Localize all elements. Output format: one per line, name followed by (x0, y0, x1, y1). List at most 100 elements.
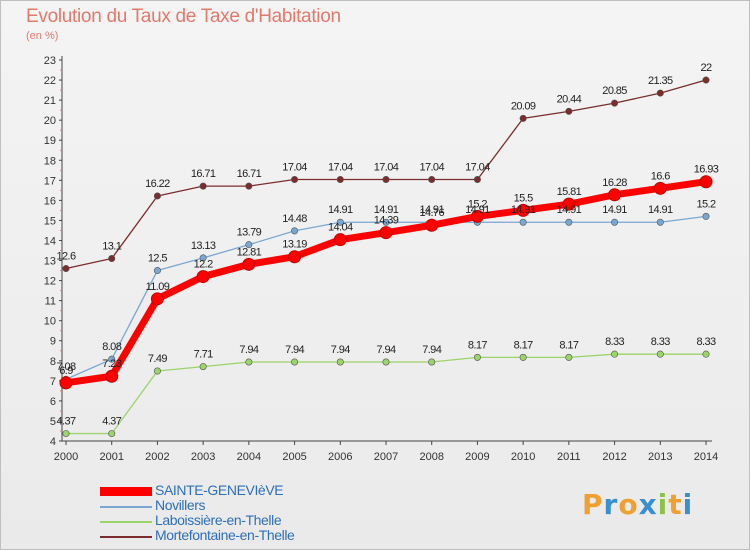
series-point (611, 99, 619, 107)
data-label: 8.33 (651, 336, 670, 348)
data-label: 14.91 (419, 204, 444, 216)
y-tick-label: 4 (50, 436, 56, 448)
y-tick-label: 22 (44, 75, 56, 87)
data-label: 12.5 (148, 253, 167, 265)
y-tick-label: 15 (44, 215, 56, 227)
series-point (336, 218, 344, 226)
data-label: 12.81 (237, 246, 262, 258)
data-label: 12.6 (56, 251, 75, 263)
y-tick-label: 18 (44, 155, 56, 167)
legend-label: SAINTE-GENEVIèVE (155, 482, 284, 498)
data-label: 16.28 (602, 177, 627, 189)
x-tick-label: 2006 (328, 451, 352, 463)
series-line-2 (65, 353, 707, 435)
series-point (245, 241, 253, 249)
legend-swatch (100, 521, 152, 523)
series-point (196, 270, 210, 284)
series-point (333, 233, 347, 247)
logo-letter: x (638, 488, 658, 521)
series-point (336, 358, 344, 366)
series-point (245, 358, 253, 366)
series-point (699, 175, 713, 189)
data-label: 14.48 (282, 213, 307, 225)
data-label: 21.35 (648, 75, 673, 87)
series-point (608, 188, 622, 202)
data-label: 16.6 (651, 170, 670, 182)
series-point (473, 176, 481, 184)
data-label: 20.09 (511, 100, 536, 112)
data-label: 7.49 (148, 353, 167, 365)
series-point (291, 358, 299, 366)
series-point (153, 267, 161, 275)
series-point (108, 255, 116, 263)
series-point (382, 358, 390, 366)
series-point (153, 192, 161, 200)
series-point (108, 355, 116, 363)
proxiti-logo: Proxiti (582, 488, 693, 521)
series-point (62, 430, 70, 438)
series-point (470, 209, 484, 223)
series-point (153, 367, 161, 375)
data-label: 14.91 (602, 204, 627, 216)
data-label: 14.91 (374, 204, 399, 216)
y-tick-label: 6 (50, 396, 56, 408)
data-label: 16.71 (237, 168, 262, 180)
series-point (519, 353, 527, 361)
logo-letter: P (582, 488, 604, 521)
x-tick-label: 2013 (648, 451, 672, 463)
legend-swatch (100, 536, 152, 538)
data-label: 20.85 (602, 85, 627, 97)
data-label: 4.37 (102, 416, 121, 428)
data-label: 8.33 (696, 336, 715, 348)
y-tick-label: 5 (50, 416, 56, 428)
legend-label: Mortefontaine-en-Thelle (155, 527, 295, 543)
data-label: 7.71 (194, 349, 213, 361)
data-label: 17.04 (419, 162, 444, 174)
data-label: 14.91 (648, 204, 673, 216)
series-point (382, 218, 390, 226)
series-point (565, 218, 573, 226)
series-point (62, 265, 70, 273)
series-point (656, 89, 664, 97)
series-point (428, 358, 436, 366)
data-label: 8.33 (605, 336, 624, 348)
chart-title: Evolution du Taux de Taxe d'Habitation (26, 6, 341, 27)
series-point (199, 254, 207, 262)
series-point (565, 107, 573, 115)
series-point (519, 114, 527, 122)
series-point (288, 250, 302, 264)
data-label: 7.94 (422, 344, 441, 356)
x-tick-label: 2002 (145, 451, 169, 463)
series-point (108, 430, 116, 438)
data-label: 14.91 (328, 204, 353, 216)
series-point (656, 218, 664, 226)
series-point (242, 257, 256, 271)
series-point (379, 226, 393, 240)
series-point (653, 181, 667, 195)
series-point (382, 176, 390, 184)
series-point (59, 376, 73, 390)
data-label: 8.17 (468, 339, 487, 351)
data-label: 13.13 (191, 240, 216, 252)
series-point (516, 203, 530, 217)
data-label: 7.94 (331, 344, 350, 356)
data-label: 17.04 (328, 162, 353, 174)
data-label: 14.39 (374, 215, 399, 227)
series-point (656, 350, 664, 358)
x-tick-label: 2012 (602, 451, 626, 463)
legend-swatch (100, 487, 152, 496)
x-tick-label: 2008 (419, 451, 443, 463)
data-label: 13.19 (282, 239, 307, 251)
data-label: 11.09 (146, 281, 170, 293)
series-point (150, 292, 164, 306)
series-point (702, 350, 710, 358)
data-label: 14.91 (465, 204, 490, 216)
y-tick-label: 20 (44, 115, 56, 127)
data-label: 8.17 (514, 339, 533, 351)
x-tick-label: 2005 (282, 451, 306, 463)
logo-letter: i (682, 488, 694, 521)
data-label: 17.04 (374, 162, 399, 174)
x-tick-label: 2011 (557, 451, 581, 463)
data-label: 7.23 (102, 358, 121, 370)
